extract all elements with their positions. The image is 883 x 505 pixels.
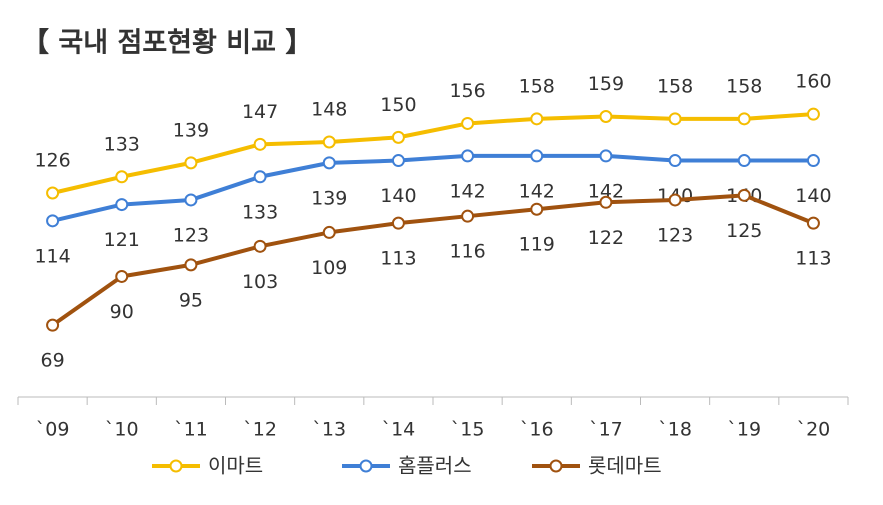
data-label: 140: [380, 185, 416, 207]
data-point: [46, 318, 60, 332]
x-tick-label: `17: [589, 419, 623, 441]
legend-marker: [359, 459, 373, 473]
data-label: 142: [449, 180, 485, 202]
data-label: 139: [311, 187, 347, 209]
data-point: [322, 156, 336, 170]
data-point: [115, 198, 129, 212]
data-label: 126: [34, 150, 70, 172]
data-label: 158: [657, 75, 693, 97]
x-tick-label: `15: [451, 419, 485, 441]
x-tick-label: `19: [727, 419, 761, 441]
data-label: 69: [40, 350, 64, 372]
data-label: 133: [104, 133, 140, 155]
data-point: [184, 193, 198, 207]
data-label: 95: [179, 289, 203, 311]
legend-label: 롯데마트: [588, 454, 662, 478]
data-point: [253, 170, 267, 184]
data-point: [599, 149, 613, 163]
series-line: [52, 153, 814, 223]
data-point: [461, 209, 475, 223]
series-line: [51, 193, 815, 327]
data-label: 133: [242, 201, 278, 223]
data-point: [737, 112, 751, 126]
data-point: [115, 269, 129, 283]
data-point: [46, 214, 60, 228]
data-label: 147: [242, 101, 278, 123]
data-label: 123: [173, 224, 209, 246]
data-label: 160: [795, 71, 831, 93]
data-point: [322, 135, 336, 149]
data-label: 150: [380, 94, 416, 116]
data-point: [530, 202, 544, 216]
data-point: [461, 149, 475, 163]
data-point: [599, 195, 613, 209]
data-point: [391, 216, 405, 230]
x-tick-label: `12: [243, 419, 277, 441]
data-point: [737, 188, 751, 202]
x-tick-label: `09: [36, 419, 70, 441]
data-point: [599, 110, 613, 123]
series-line: [52, 112, 814, 195]
data-label: 158: [726, 75, 762, 97]
data-point: [668, 154, 682, 168]
data-point: [391, 130, 405, 144]
data-label: 140: [795, 185, 831, 207]
data-point: [253, 239, 267, 253]
data-label: 123: [657, 224, 693, 246]
data-label: 113: [795, 248, 831, 270]
data-label: 142: [588, 180, 624, 202]
data-label: 139: [173, 119, 209, 141]
x-tick-label: `18: [658, 419, 692, 441]
data-point: [668, 112, 682, 126]
data-label: 109: [311, 257, 347, 279]
data-label: 148: [311, 99, 347, 121]
data-point: [184, 258, 198, 272]
x-tick-label: `16: [520, 419, 554, 441]
data-label: 121: [104, 229, 140, 251]
data-label: 113: [380, 248, 416, 270]
data-point: [322, 225, 336, 239]
data-point: [806, 107, 820, 121]
data-label: 103: [242, 271, 278, 293]
x-tick-label: `10: [105, 419, 139, 441]
data-label: 142: [519, 180, 555, 202]
data-label: 116: [449, 241, 485, 263]
data-label: 119: [519, 234, 555, 256]
data-point: [668, 193, 682, 207]
legend-marker: [549, 459, 563, 473]
legend-label: 홈플러스: [398, 454, 472, 478]
data-point: [806, 154, 820, 168]
x-tick-label: `20: [797, 419, 831, 441]
legend-label: 이마트: [208, 454, 263, 478]
data-label: 125: [726, 220, 762, 242]
x-tick-label: `14: [382, 419, 416, 441]
data-label: 122: [588, 227, 624, 249]
data-label: 159: [588, 73, 624, 95]
data-point: [737, 154, 751, 168]
data-point: [46, 186, 60, 200]
data-label: 114: [34, 245, 70, 267]
data-point: [530, 149, 544, 163]
data-label: 156: [449, 80, 485, 102]
data-point: [530, 112, 544, 126]
data-label: 158: [519, 75, 555, 97]
x-tick-label: `11: [174, 419, 208, 441]
chart-title: 【 국내 점포현황 비교 】: [22, 28, 312, 59]
legend-marker: [169, 459, 183, 473]
data-point: [391, 154, 405, 168]
data-point: [806, 216, 820, 230]
data-label: 90: [110, 301, 134, 323]
data-point: [461, 116, 475, 130]
x-tick-label: `13: [312, 419, 346, 441]
data-point: [115, 170, 129, 184]
data-point: [184, 156, 198, 170]
data-point: [253, 137, 267, 151]
